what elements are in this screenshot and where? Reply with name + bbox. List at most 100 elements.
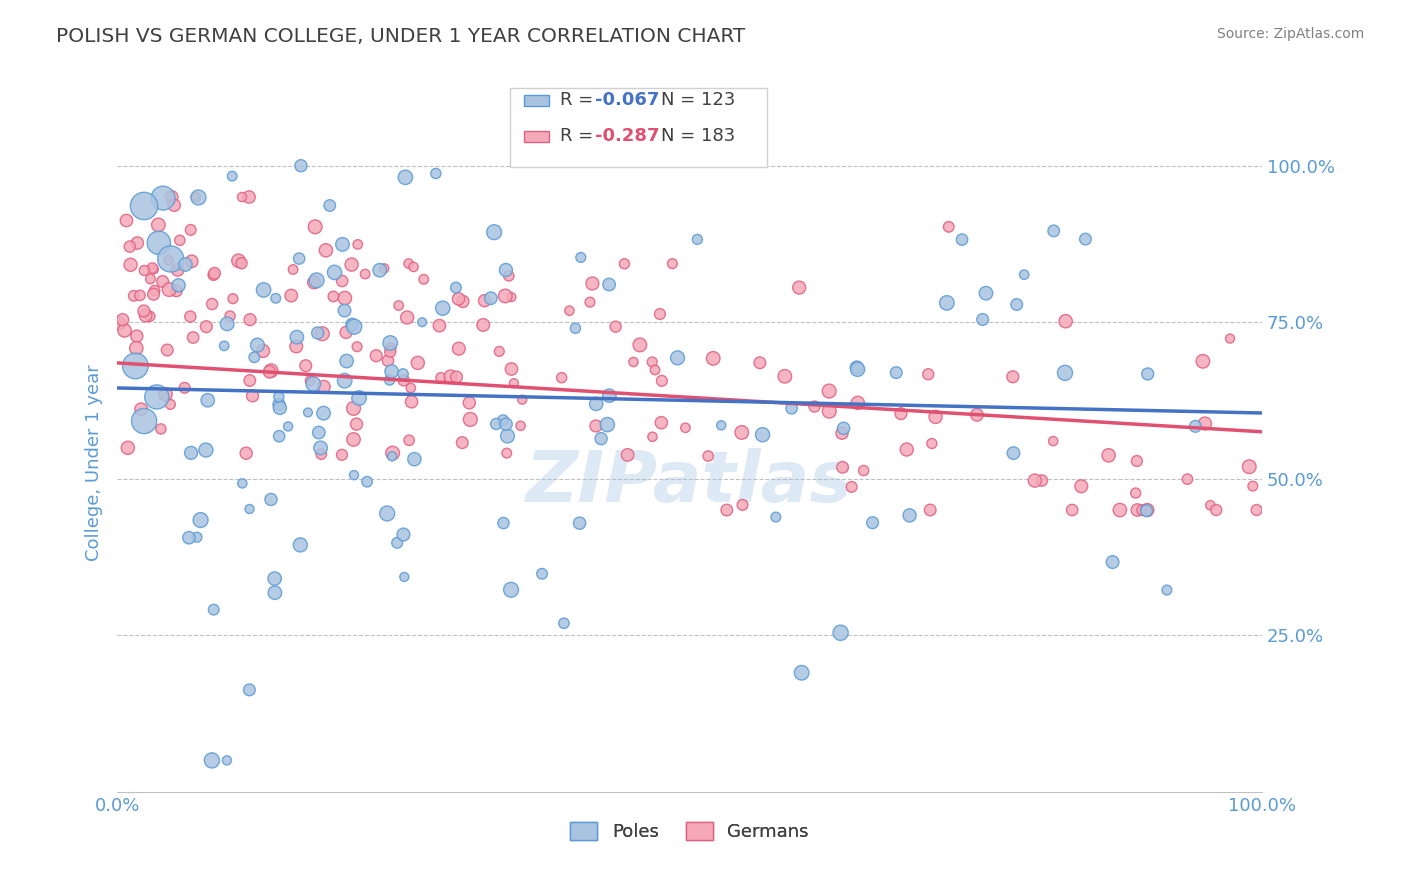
Point [157, 253, 180, 268]
Point [935, 296, 957, 310]
Point [831, 426, 853, 441]
Point [132, 304, 155, 318]
Point [380, 344, 402, 359]
Point [180, 446, 202, 460]
Point [1042, 434, 1064, 449]
Point [661, 257, 683, 271]
Point [267, 390, 290, 404]
Point [340, 258, 363, 272]
Point [290, 159, 312, 173]
Point [831, 460, 853, 475]
Point [585, 419, 607, 434]
Point [731, 425, 754, 440]
Point [311, 447, 333, 461]
Point [974, 286, 997, 301]
Point [429, 318, 451, 333]
Point [394, 570, 416, 584]
Point [190, 513, 212, 527]
Point [731, 498, 754, 512]
Point [246, 338, 269, 352]
Point [169, 233, 191, 247]
Point [238, 682, 260, 697]
FancyBboxPatch shape [510, 88, 768, 168]
Point [585, 397, 607, 411]
Point [790, 665, 813, 680]
Legend: Poles, Germans: Poles, Germans [562, 814, 815, 848]
Point [846, 362, 869, 376]
Point [1246, 503, 1268, 517]
Y-axis label: College, Under 1 year: College, Under 1 year [86, 365, 103, 561]
Point [167, 278, 190, 293]
Point [141, 261, 163, 276]
Point [186, 530, 208, 544]
Point [921, 436, 943, 450]
Point [260, 492, 283, 507]
Point [159, 252, 181, 266]
Point [1192, 354, 1215, 368]
Point [204, 266, 226, 280]
Point [252, 283, 274, 297]
Text: ZIPatlas: ZIPatlas [526, 449, 853, 517]
Point [564, 321, 586, 335]
Point [1012, 268, 1035, 282]
Point [166, 262, 188, 277]
Point [1002, 446, 1025, 460]
Point [155, 387, 177, 401]
Point [159, 397, 181, 411]
Point [302, 376, 325, 391]
Point [290, 538, 312, 552]
Point [184, 190, 207, 204]
Point [173, 381, 195, 395]
Point [451, 294, 474, 309]
Point [221, 169, 243, 183]
Point [1108, 503, 1130, 517]
Point [950, 233, 973, 247]
Point [280, 288, 302, 302]
Point [550, 370, 572, 384]
Point [830, 625, 852, 640]
Point [297, 405, 319, 419]
Point [312, 406, 335, 420]
Point [180, 254, 202, 268]
Point [146, 390, 169, 404]
Point [385, 535, 408, 549]
Point [333, 374, 356, 388]
Point [342, 401, 364, 416]
Point [1005, 297, 1028, 311]
Point [231, 476, 253, 491]
Point [613, 257, 636, 271]
Point [294, 359, 316, 373]
Point [125, 329, 148, 343]
Point [591, 432, 613, 446]
Point [157, 283, 180, 297]
Point [488, 344, 510, 359]
Point [202, 268, 225, 282]
Point [129, 402, 152, 417]
Point [884, 366, 907, 380]
Point [238, 502, 260, 516]
Point [149, 422, 172, 436]
Point [1130, 503, 1153, 517]
Point [1053, 366, 1076, 380]
Text: Source: ZipAtlas.com: Source: ZipAtlas.com [1216, 27, 1364, 41]
Point [1177, 472, 1199, 486]
Point [285, 330, 308, 344]
Point [1097, 448, 1119, 462]
Point [388, 299, 411, 313]
Point [568, 516, 591, 530]
Point [259, 365, 281, 379]
Point [142, 262, 165, 277]
Point [127, 235, 149, 250]
Point [215, 753, 238, 767]
Point [114, 323, 136, 337]
Point [264, 291, 287, 305]
Point [347, 391, 370, 405]
Point [598, 277, 620, 292]
Point [496, 429, 519, 443]
Point [392, 527, 415, 541]
Point [380, 341, 402, 355]
Point [581, 277, 603, 291]
Point [412, 272, 434, 286]
Point [411, 315, 433, 329]
Point [124, 359, 146, 373]
